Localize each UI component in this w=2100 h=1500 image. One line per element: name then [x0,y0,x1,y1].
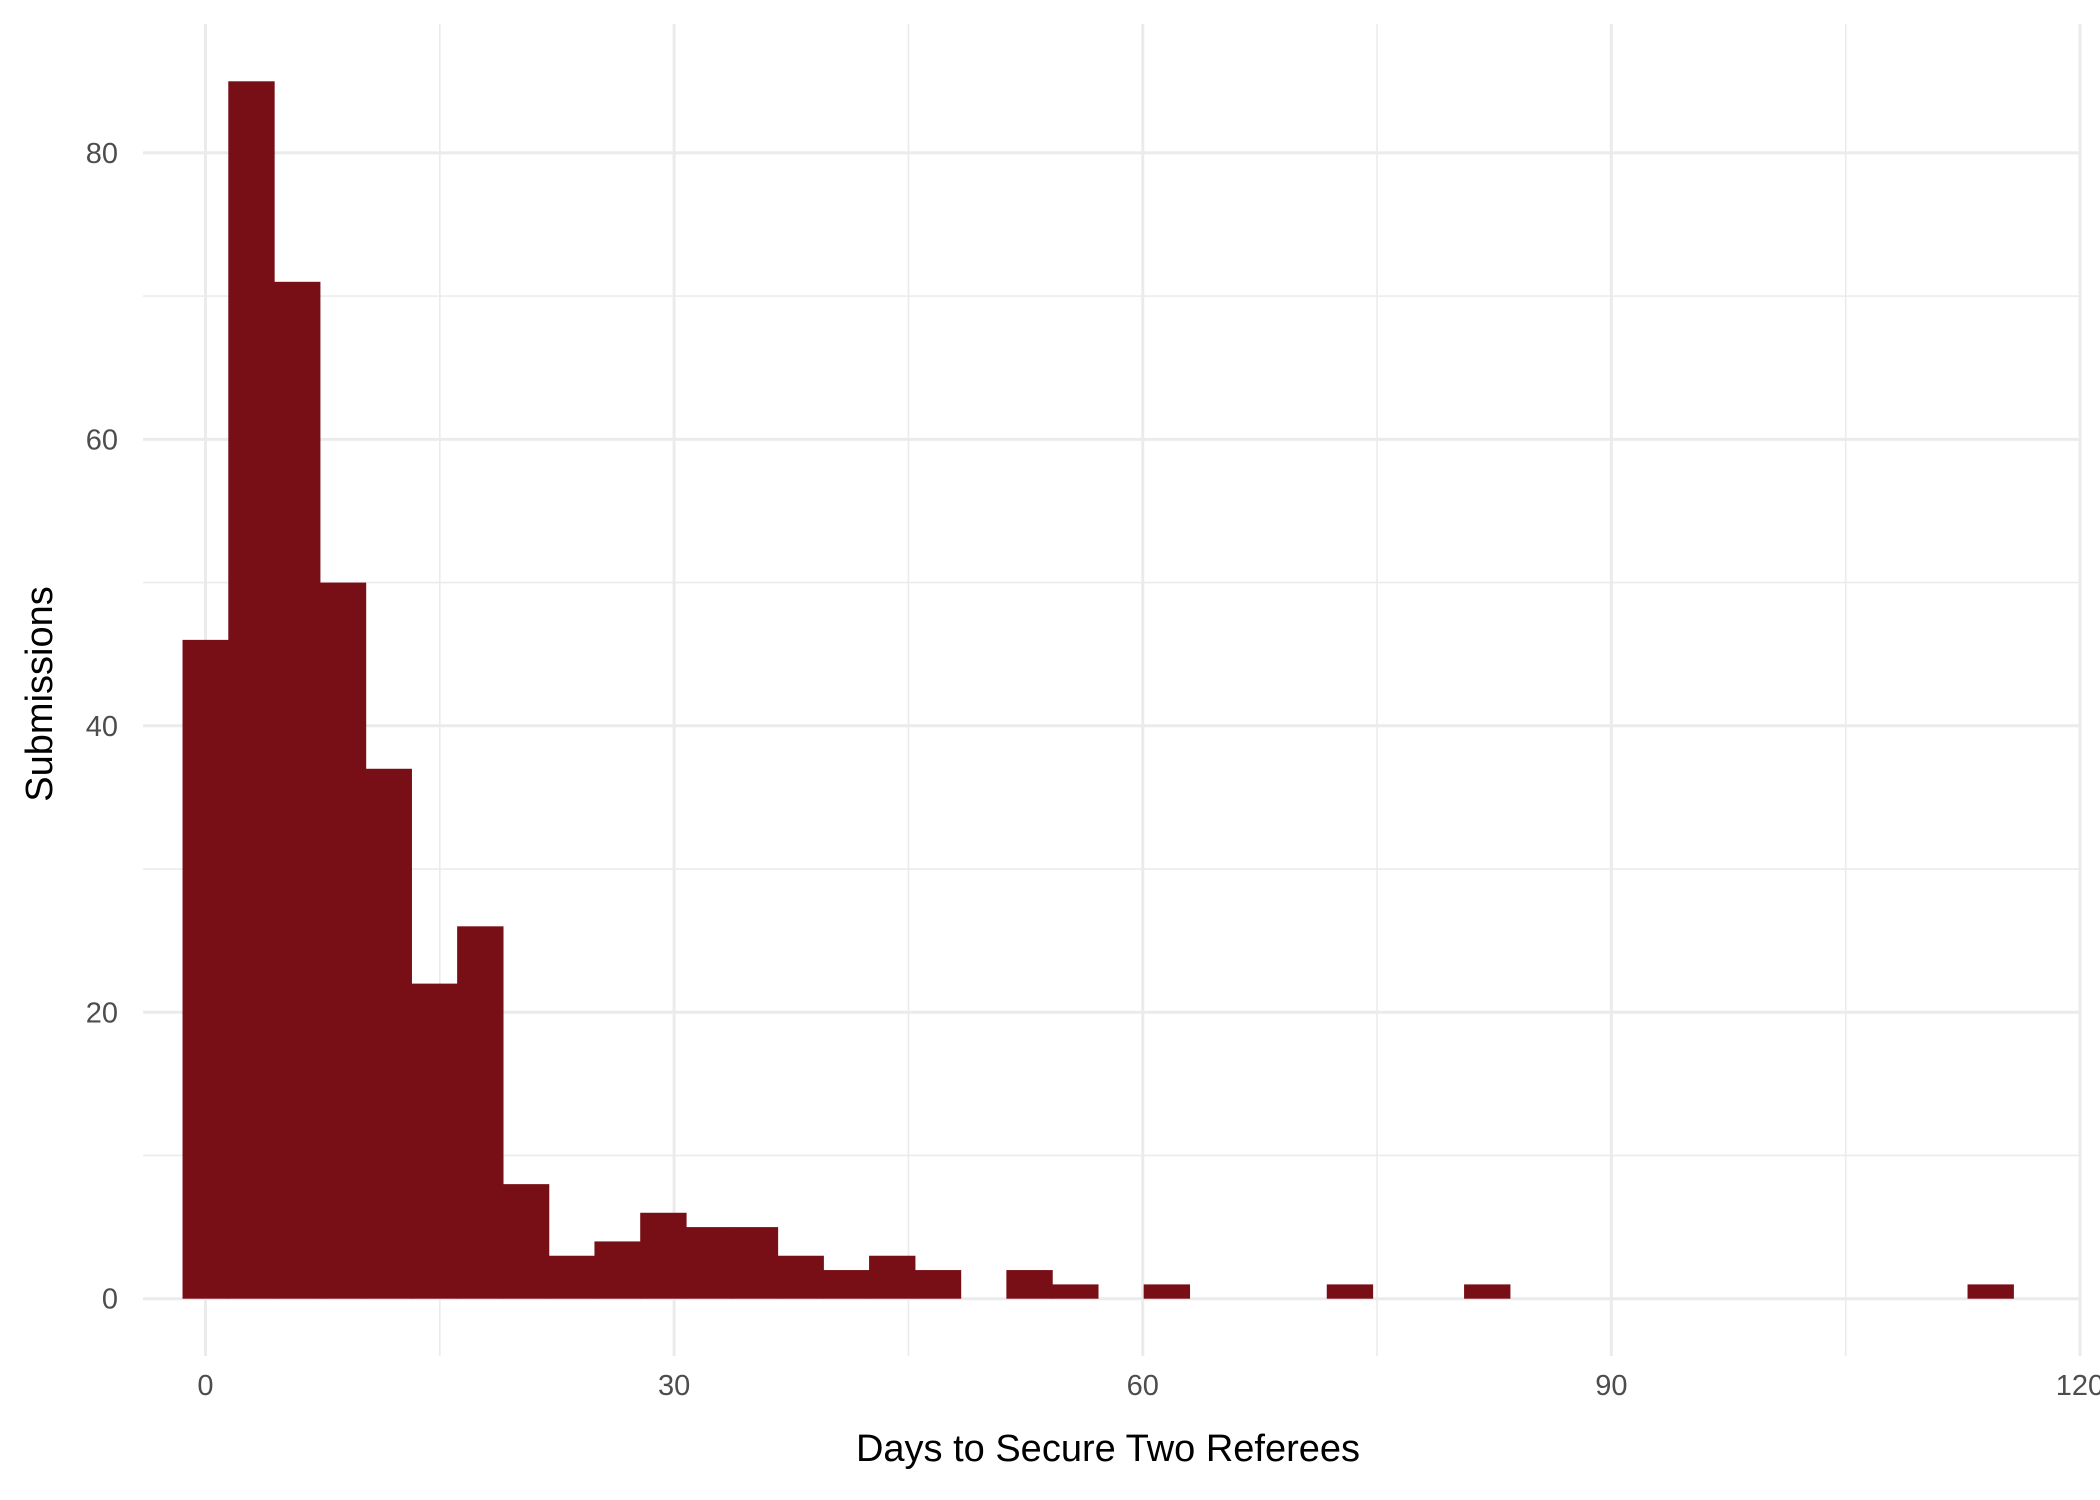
histogram-bar [502,1184,550,1299]
histogram-bar [914,1270,962,1299]
histogram-bar [823,1270,870,1299]
histogram-bar [869,1255,916,1299]
histogram-bar [548,1255,596,1299]
histogram-bar [274,281,321,1299]
histogram-bar [1052,1284,1099,1299]
x-tick-label: 60 [1127,1370,1159,1402]
y-tick-labels: 0 20 40 60 80 [86,138,118,1316]
histogram-bar [182,639,229,1299]
x-tick-labels: 0 30 60 90 120 [197,1370,2100,1402]
x-axis-title: Days to Secure Two Referees [856,1428,1360,1470]
y-tick-label: 20 [86,997,118,1029]
histogram-bar [365,768,412,1299]
y-tick-label: 80 [86,138,118,170]
histogram-bar [777,1255,824,1299]
y-axis-title: Submissions [19,586,61,801]
x-tick-label: 120 [2056,1370,2100,1402]
histogram-bar [685,1227,733,1299]
y-tick-label: 60 [86,424,118,456]
grid-lines [143,24,2082,1356]
histogram-bars [182,81,2014,1299]
histogram-bar [1326,1284,1374,1299]
histogram-bar [228,81,275,1299]
histogram-bar [594,1241,641,1299]
histogram-bar [457,926,504,1299]
histogram-bar [1464,1284,1511,1299]
histogram-bar [731,1227,779,1299]
x-tick-label: 90 [1595,1370,1627,1402]
histogram-bar [411,983,458,1299]
histogram-bar [1006,1270,1053,1299]
histogram-bar [640,1212,687,1299]
histogram-bar [1967,1284,2014,1299]
x-tick-label: 0 [197,1370,213,1402]
histogram-bar [319,582,367,1299]
histogram-bar [1143,1284,1191,1299]
y-tick-label: 40 [86,711,118,743]
y-tick-label: 0 [102,1284,118,1316]
x-tick-label: 30 [658,1370,690,1402]
